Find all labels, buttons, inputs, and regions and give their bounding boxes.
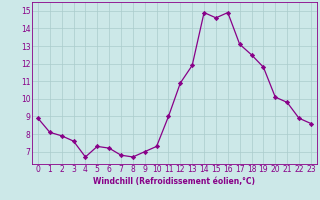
X-axis label: Windchill (Refroidissement éolien,°C): Windchill (Refroidissement éolien,°C) — [93, 177, 255, 186]
